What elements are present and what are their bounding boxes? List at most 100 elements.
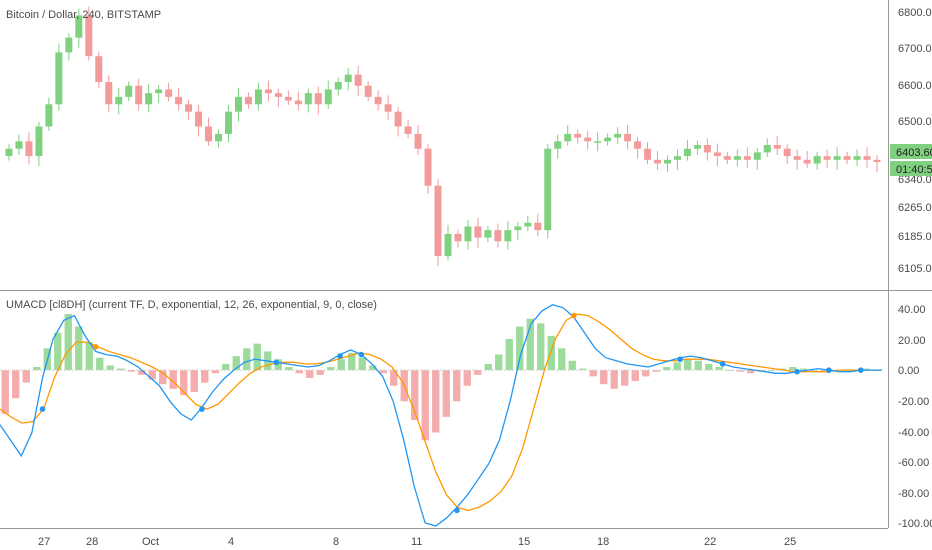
histogram-bar (547, 335, 555, 371)
candle-body (474, 226, 482, 238)
histogram-bar (663, 367, 671, 371)
candle-body (773, 145, 781, 149)
candle-body (544, 148, 552, 231)
macd-scale[interactable]: 40.00 20.00 0.00 -20.00 -40.00 -60.00 -8… (898, 304, 932, 530)
time-axis-label: 27 (38, 536, 50, 548)
candle-body (75, 15, 83, 38)
candle-body (175, 96, 183, 105)
candle-body (624, 133, 632, 142)
histogram-bar (211, 370, 219, 374)
candle-body (195, 111, 203, 127)
macd-scale-label: -80.00 (898, 488, 929, 500)
symbol-title[interactable]: Bitcoin / Dollar, 240, BITSTAMP (6, 9, 161, 21)
candle-body (444, 233, 452, 257)
price-scale-label: 6500.00 (898, 116, 932, 128)
candle-body (424, 148, 432, 186)
candle-body (115, 96, 123, 105)
candle-body (644, 148, 652, 160)
macd-scale-label: -20.00 (898, 396, 929, 408)
last-price-tag: 6403.60 01:40:53 (890, 144, 932, 176)
histogram-bar (526, 318, 534, 371)
candle-body (294, 100, 302, 105)
histogram-bar (201, 370, 209, 383)
candle-body (564, 133, 572, 142)
candle-body (873, 159, 881, 163)
candle-body (95, 56, 103, 83)
candle-body (155, 89, 163, 94)
histogram-bar (243, 348, 251, 371)
price-scale-label: 6700.00 (898, 43, 932, 55)
histogram-bar (799, 368, 807, 371)
histogram-bar (516, 326, 524, 371)
candle-body (504, 230, 512, 242)
candle-body (284, 96, 292, 101)
histogram-bar (673, 362, 681, 371)
histogram-bar (432, 370, 440, 433)
candle-body (364, 85, 372, 97)
candle-body (454, 233, 462, 242)
histogram-bar (138, 370, 146, 375)
time-axis-label: 25 (784, 536, 796, 548)
candle-body (683, 148, 691, 157)
candle-body (224, 111, 232, 134)
histogram-bar (820, 370, 828, 372)
macd-scale-label: -60.00 (898, 457, 929, 469)
histogram-bar (190, 370, 198, 392)
crossover-marker (199, 406, 205, 412)
candle-body (215, 133, 223, 142)
time-axis-label: 4 (228, 536, 234, 548)
histogram-bar (159, 370, 167, 385)
candle-body (185, 104, 193, 112)
indicator-title[interactable]: UMACD [cl8DH] (current TF, D, exponentia… (6, 299, 377, 311)
histogram-bar (75, 326, 83, 371)
histogram-bar (33, 367, 41, 371)
histogram-bar (495, 354, 503, 371)
macd-scale-label: -40.00 (898, 427, 929, 439)
time-axis-label: 28 (86, 536, 98, 548)
histogram-bar (22, 370, 30, 383)
histogram-bar (85, 342, 93, 371)
candle-body (793, 156, 801, 160)
histogram-bar (862, 368, 870, 371)
price-scale-label: 6800.00 (898, 7, 932, 19)
candle-body (634, 141, 642, 149)
candle-body (753, 152, 761, 160)
crossover-marker (273, 359, 280, 366)
price-scale[interactable]: 6800.00 6700.00 6600.00 6500.00 6340.00 … (898, 7, 932, 275)
price-scale-label: 6185.00 (898, 231, 932, 243)
macd-histogram (1, 314, 881, 441)
candle-body (853, 156, 861, 160)
candle-body (464, 226, 472, 242)
candle-body (384, 104, 392, 112)
candle-body (614, 133, 622, 138)
histogram-bar (106, 365, 114, 371)
histogram-bar (411, 370, 419, 421)
macd-scale-label: 20.00 (898, 335, 926, 347)
histogram-bar (327, 367, 335, 371)
time-axis-label: 22 (704, 536, 716, 548)
price-scale-label: 6265.00 (898, 202, 932, 214)
histogram-bar (379, 370, 387, 374)
histogram-bar (180, 370, 188, 396)
histogram-bar (736, 370, 744, 372)
candle-body (165, 89, 173, 97)
histogram-bar (369, 365, 377, 371)
histogram-bar (631, 370, 639, 382)
histogram-bar (117, 368, 125, 371)
histogram-bar (537, 323, 545, 371)
histogram-bar (274, 359, 282, 371)
candle-body (863, 156, 871, 160)
time-axis[interactable]: 27 28 Oct 4 8 11 15 18 22 25 (38, 536, 796, 548)
histogram-bar (295, 370, 303, 374)
candle-body (105, 82, 113, 105)
histogram-bar (253, 343, 261, 371)
histogram-bar (12, 370, 20, 399)
histogram-bar (715, 367, 723, 371)
time-axis-label: 18 (597, 536, 609, 548)
histogram-bar (474, 370, 482, 375)
candle-body (574, 133, 582, 138)
time-axis-label: Oct (142, 536, 159, 548)
histogram-bar (558, 348, 566, 371)
candle-body (5, 148, 13, 157)
histogram-bar (306, 370, 314, 378)
